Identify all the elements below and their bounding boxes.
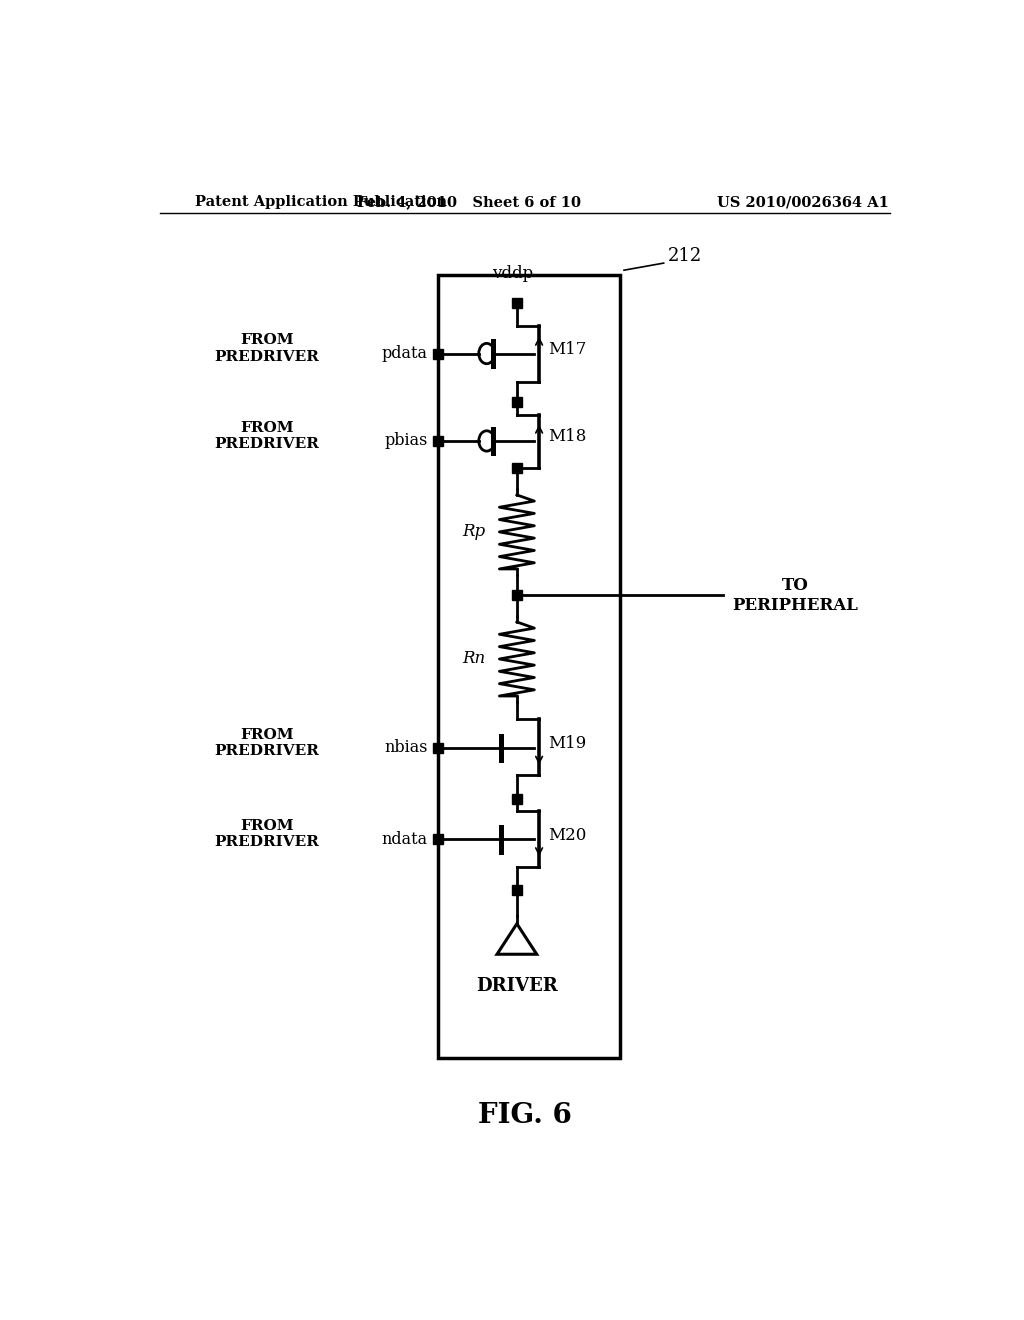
Text: M18: M18 xyxy=(549,429,587,445)
Text: Patent Application Publication: Patent Application Publication xyxy=(196,195,447,209)
Text: FROM
PREDRIVER: FROM PREDRIVER xyxy=(214,421,319,451)
Text: FIG. 6: FIG. 6 xyxy=(478,1102,571,1130)
Text: TO
PERIPHERAL: TO PERIPHERAL xyxy=(733,577,858,614)
Text: vddp: vddp xyxy=(493,265,534,282)
Text: FROM
PREDRIVER: FROM PREDRIVER xyxy=(214,334,319,363)
Text: nbias: nbias xyxy=(384,739,428,756)
Text: DRIVER: DRIVER xyxy=(476,977,558,994)
Text: pbias: pbias xyxy=(385,433,428,449)
Text: FROM
PREDRIVER: FROM PREDRIVER xyxy=(214,727,319,758)
Text: M20: M20 xyxy=(549,826,587,843)
Text: pdata: pdata xyxy=(382,345,428,362)
Text: M19: M19 xyxy=(549,735,587,752)
Text: ndata: ndata xyxy=(382,830,428,847)
Text: 212: 212 xyxy=(668,247,701,265)
Text: FROM
PREDRIVER: FROM PREDRIVER xyxy=(214,820,319,849)
Text: M17: M17 xyxy=(549,341,587,358)
Text: Rn: Rn xyxy=(462,651,485,668)
Text: Feb. 4, 2010   Sheet 6 of 10: Feb. 4, 2010 Sheet 6 of 10 xyxy=(357,195,582,209)
Text: Rp: Rp xyxy=(462,524,485,540)
Text: US 2010/0026364 A1: US 2010/0026364 A1 xyxy=(717,195,889,209)
